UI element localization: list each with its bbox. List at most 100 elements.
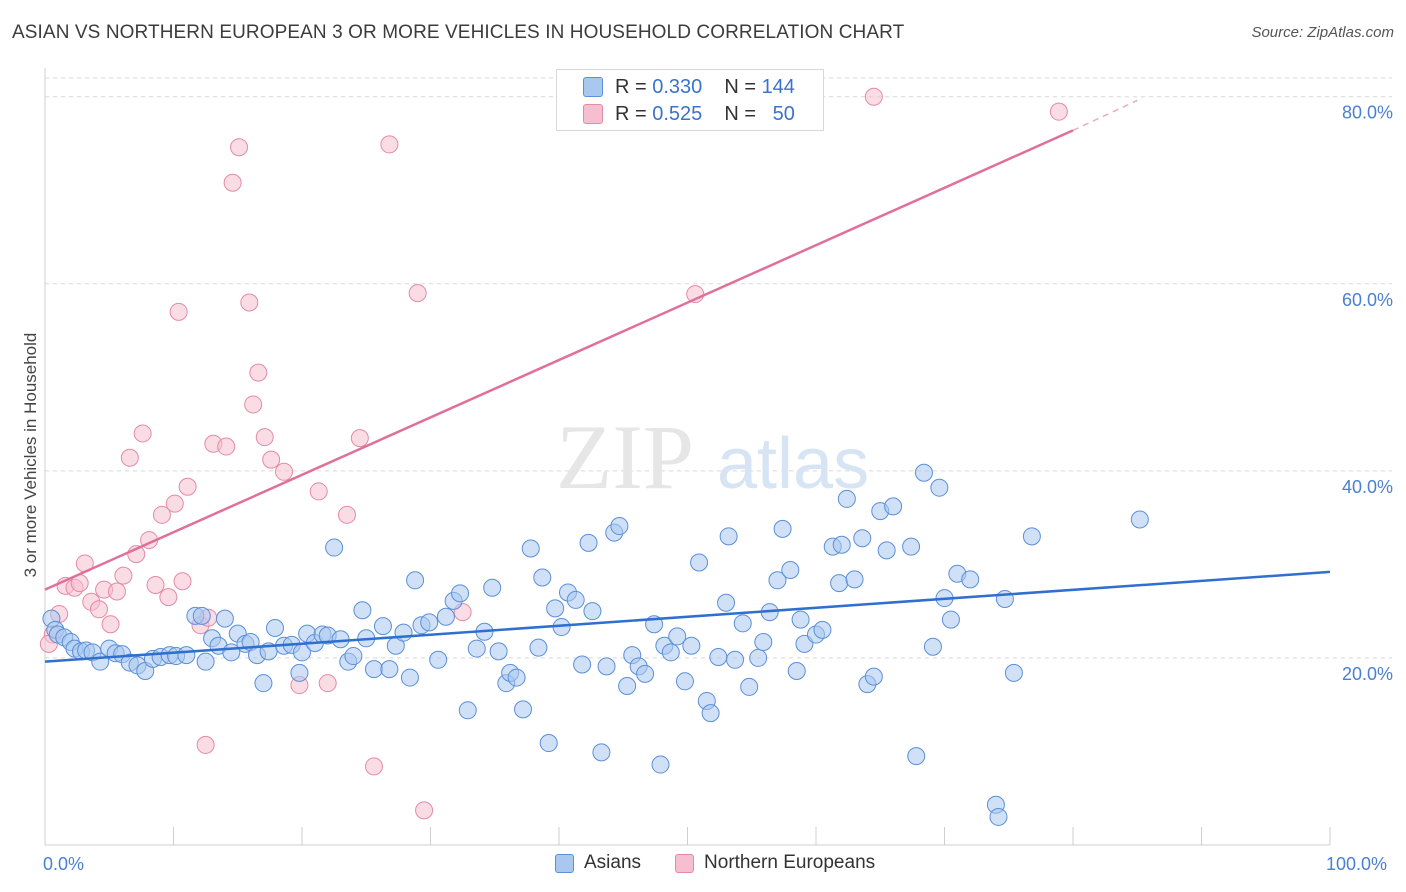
asian-point	[661, 643, 680, 662]
bottom-legend-northern: Northern Europeans	[704, 852, 876, 873]
bottom-swatch-northern	[675, 853, 695, 873]
asian-point	[709, 647, 728, 666]
northern-point	[114, 566, 133, 585]
asian-point	[754, 633, 773, 652]
northern-point	[165, 494, 184, 513]
asian-point	[364, 660, 383, 679]
northern-point	[244, 395, 263, 414]
y-tick-label: 60.0%	[1342, 290, 1393, 310]
asian-point	[177, 646, 196, 665]
asian-point	[467, 639, 486, 658]
asian-point	[740, 677, 759, 696]
asian-point	[773, 519, 792, 538]
asian-points	[42, 463, 1149, 826]
bottom-legend-asians: Asians	[584, 852, 642, 873]
asian-point	[701, 704, 720, 723]
asian-point	[733, 614, 752, 633]
x-tick-max: 100.0%	[1326, 854, 1387, 874]
bottom-swatch-asians	[555, 853, 574, 873]
asian-point	[380, 660, 399, 679]
asian-point	[539, 734, 558, 753]
asian-point	[902, 537, 921, 556]
asian-point	[923, 637, 942, 656]
northern-point	[408, 284, 427, 303]
asian-point	[331, 630, 350, 649]
asian-point	[353, 601, 372, 620]
asian-point	[610, 517, 629, 536]
asian-point	[636, 664, 655, 683]
northern-point	[173, 572, 192, 591]
asian-point	[420, 613, 439, 632]
asian-point	[529, 638, 548, 657]
asian-point	[618, 676, 637, 695]
asian-point	[429, 650, 448, 669]
y-tick-label: 20.0%	[1342, 664, 1393, 684]
asian-point	[436, 607, 455, 626]
asian-point	[215, 609, 234, 628]
asian-point	[451, 584, 470, 603]
asian-point	[373, 617, 392, 636]
asian-point	[196, 652, 215, 671]
asian-point	[682, 636, 701, 655]
y-tick-label: 80.0%	[1342, 103, 1393, 123]
legend-r-label: R =	[615, 102, 647, 125]
asian-point	[489, 642, 508, 661]
asian-point	[579, 533, 598, 552]
asian-point	[1004, 663, 1023, 682]
northern-point	[120, 448, 139, 467]
y-tick-labels: 20.0% 40.0% 60.0% 80.0%	[1342, 103, 1393, 684]
asian-point	[651, 755, 670, 774]
asian-point	[514, 700, 533, 719]
asian-point	[1130, 510, 1149, 529]
asian-point	[254, 674, 273, 693]
northern-point	[159, 588, 178, 607]
y-tick-label: 40.0%	[1342, 477, 1393, 497]
asian-point	[719, 527, 738, 546]
northern-point	[169, 302, 188, 321]
asian-point	[290, 663, 309, 682]
northern-point	[318, 674, 337, 693]
asian-point	[961, 570, 980, 589]
asian-point	[907, 747, 926, 766]
asian-point	[546, 599, 565, 618]
legend-row-northern: R = 0.525 N = 50	[557, 101, 795, 127]
northern-point	[337, 505, 356, 524]
asian-point	[592, 743, 611, 762]
asian-point	[483, 578, 502, 597]
asian-point	[583, 602, 602, 621]
asian-point	[566, 590, 585, 609]
legend-n-value: 50	[772, 102, 795, 125]
asian-point	[344, 647, 363, 666]
asian-point	[914, 463, 933, 482]
asian-point	[787, 662, 806, 681]
asian-point	[668, 627, 687, 646]
asian-point	[832, 535, 851, 554]
grid-lines	[45, 77, 1392, 659]
legend-r-label: R =	[615, 75, 647, 98]
asian-point	[325, 538, 344, 557]
asian-point	[690, 553, 709, 572]
asian-point	[597, 657, 616, 676]
bottom-legend: Asians Northern Europeans	[555, 852, 875, 874]
asian-point	[877, 541, 896, 560]
asian-point	[507, 668, 526, 687]
asian-point	[521, 539, 540, 558]
asian-point	[533, 568, 552, 587]
y-axis-label: 3 or more Vehicles in Household	[21, 333, 40, 578]
asian-point	[768, 571, 787, 590]
asian-point	[266, 618, 285, 637]
northern-point	[275, 462, 294, 481]
northern-point	[223, 173, 242, 192]
asian-point	[989, 807, 1008, 826]
legend-row-asians: R = 0.330 N = 144	[557, 74, 795, 100]
asian-point	[884, 497, 903, 516]
northern-point	[230, 138, 249, 157]
legend-n-value: 144	[761, 75, 795, 98]
northern-point	[89, 600, 108, 619]
asian-point	[791, 610, 810, 629]
legend-swatch-asians	[583, 77, 603, 97]
asian-point	[458, 701, 477, 720]
asian-point	[781, 561, 800, 580]
northern-points	[39, 87, 1068, 820]
